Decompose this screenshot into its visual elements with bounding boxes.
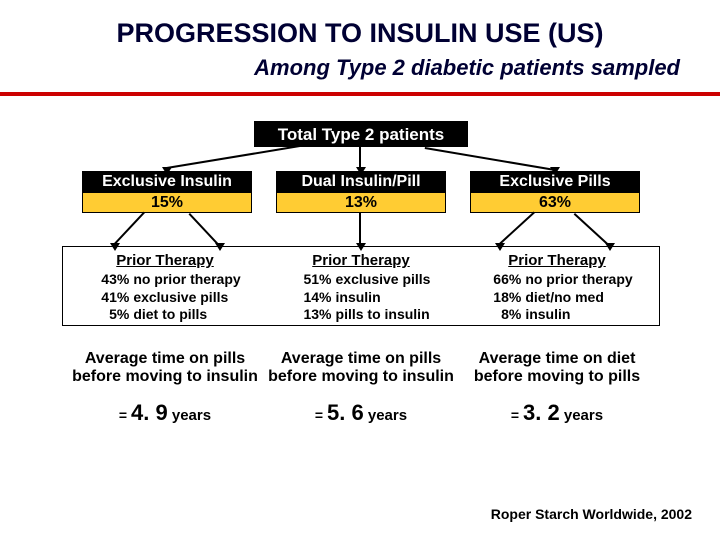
source-citation: Roper Starch Worldwide, 2002 xyxy=(491,506,692,522)
connector-line xyxy=(114,212,145,245)
avg-time-heading: Average time on pills before moving to i… xyxy=(60,350,270,386)
slide-title: PROGRESSION TO INSULIN USE (US) xyxy=(0,18,720,49)
row-label: exclusive pills xyxy=(133,289,228,307)
mid-box-1: Dual Insulin/Pill13% xyxy=(276,171,446,213)
slide-subtitle: Among Type 2 diabetic patients sampled xyxy=(0,55,680,81)
mid-box-label: Exclusive Insulin xyxy=(83,172,251,193)
table-row: 5%diet to pills xyxy=(89,306,240,324)
avg-time-heading: Average time on pills before moving to i… xyxy=(256,350,466,386)
connector-arrowhead xyxy=(495,243,505,251)
connector-line xyxy=(574,213,610,246)
connector-line xyxy=(167,146,300,169)
table-row: 51%exclusive pills xyxy=(292,271,431,289)
row-label: diet to pills xyxy=(133,306,207,324)
column-0: Prior Therapy 43%no prior therapy41%exclu… xyxy=(60,252,270,426)
prior-therapy-heading: Prior Therapy xyxy=(60,252,270,269)
avg-time-heading: Average time on diet before moving to pi… xyxy=(452,350,662,386)
connector-line xyxy=(499,212,535,245)
prior-therapy-heading: Prior Therapy xyxy=(452,252,662,269)
row-percent: 43% xyxy=(89,271,133,289)
mid-box-percent: 15% xyxy=(83,193,251,213)
connector-arrowhead xyxy=(110,243,120,251)
mid-box-percent: 63% xyxy=(471,193,639,213)
row-percent: 8% xyxy=(481,306,525,324)
row-label: no prior therapy xyxy=(133,271,240,289)
row-percent: 41% xyxy=(89,289,133,307)
avg-time-value: = 3. 2 years xyxy=(452,400,662,426)
mid-box-percent: 13% xyxy=(277,193,445,213)
row-label: pills to insulin xyxy=(336,306,430,324)
prior-therapy-table: 66%no prior therapy18%diet/no med8%insul… xyxy=(481,271,632,324)
table-row: 8%insulin xyxy=(481,306,632,324)
row-label: diet/no med xyxy=(525,289,604,307)
row-percent: 13% xyxy=(292,306,336,324)
mid-box-label: Dual Insulin/Pill xyxy=(277,172,445,193)
prior-therapy-table: 43%no prior therapy41%exclusive pills5%d… xyxy=(89,271,240,324)
row-percent: 51% xyxy=(292,271,336,289)
avg-time-value: = 5. 6 years xyxy=(256,400,466,426)
slide-root: PROGRESSION TO INSULIN USE (US) Among Ty… xyxy=(0,0,720,540)
prior-therapy-table: 51%exclusive pills14%insulin13%pills to … xyxy=(292,271,431,324)
total-type2-box: Total Type 2 patients xyxy=(254,121,468,147)
mid-box-0: Exclusive Insulin15% xyxy=(82,171,252,213)
column-1: Prior Therapy 51%exclusive pills14%insuli… xyxy=(256,252,466,426)
table-row: 14%insulin xyxy=(292,289,431,307)
connector-arrowhead xyxy=(215,243,225,251)
table-row: 66%no prior therapy xyxy=(481,271,632,289)
mid-box-2: Exclusive Pills63% xyxy=(470,171,640,213)
row-percent: 18% xyxy=(481,289,525,307)
connector-arrowhead xyxy=(356,243,366,251)
table-row: 18%diet/no med xyxy=(481,289,632,307)
connector-line xyxy=(425,147,555,170)
row-percent: 14% xyxy=(292,289,336,307)
connector-line xyxy=(189,213,220,246)
prior-therapy-heading: Prior Therapy xyxy=(256,252,466,269)
divider xyxy=(0,92,720,96)
connector-line xyxy=(360,147,362,169)
connector-arrowhead xyxy=(605,243,615,251)
column-2: Prior Therapy 66%no prior therapy18%diet/… xyxy=(452,252,662,426)
row-label: no prior therapy xyxy=(525,271,632,289)
row-percent: 5% xyxy=(89,306,133,324)
avg-time-value: = 4. 9 years xyxy=(60,400,270,426)
table-row: 41%exclusive pills xyxy=(89,289,240,307)
row-label: insulin xyxy=(336,289,381,307)
table-row: 43%no prior therapy xyxy=(89,271,240,289)
row-label: insulin xyxy=(525,306,570,324)
mid-box-label: Exclusive Pills xyxy=(471,172,639,193)
row-percent: 66% xyxy=(481,271,525,289)
table-row: 13%pills to insulin xyxy=(292,306,431,324)
connector-line xyxy=(360,213,362,245)
row-label: exclusive pills xyxy=(336,271,431,289)
